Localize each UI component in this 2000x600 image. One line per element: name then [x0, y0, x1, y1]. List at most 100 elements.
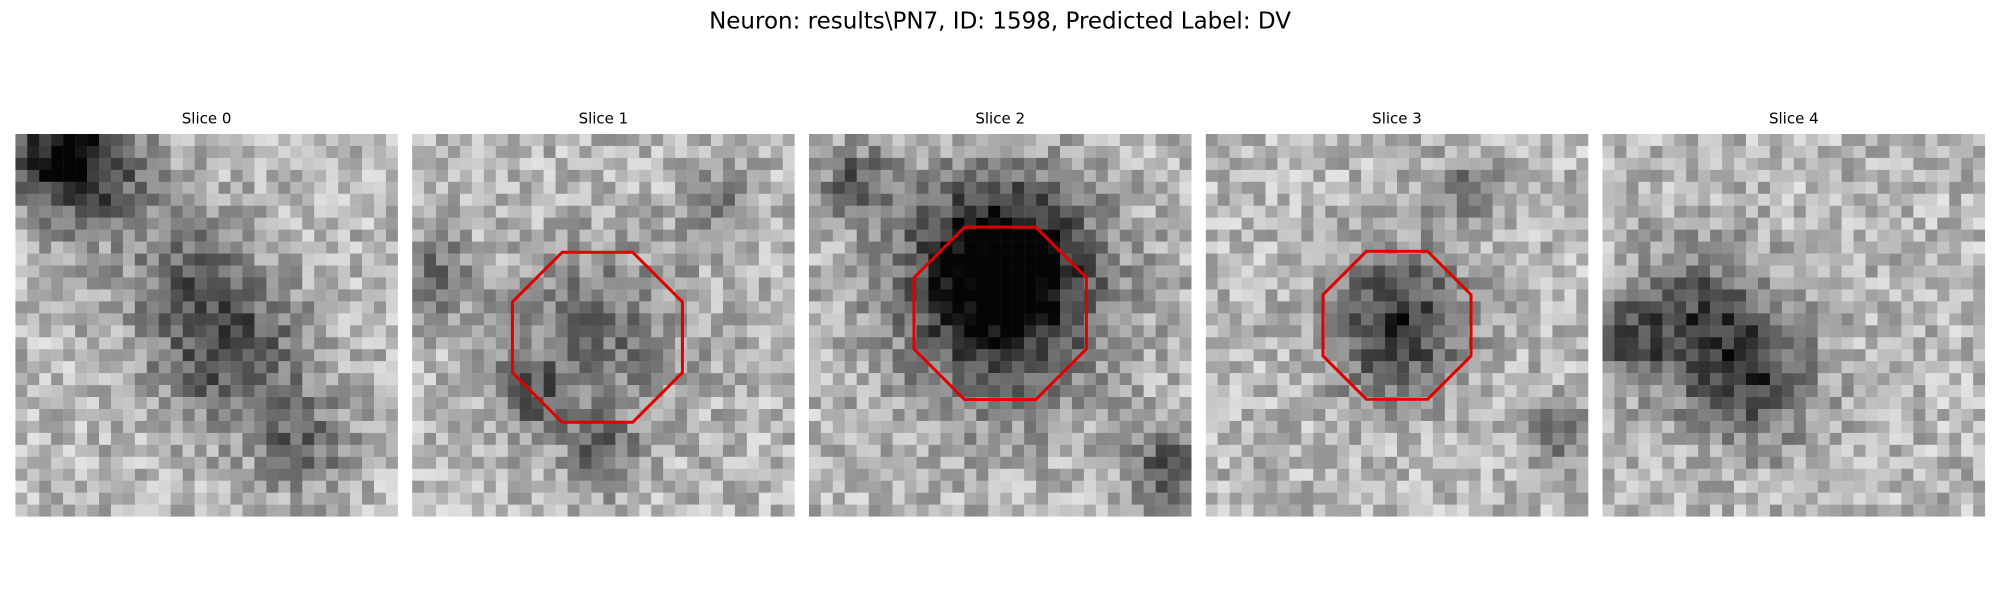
pixel: [734, 420, 748, 434]
pixel: [1805, 241, 1818, 254]
pixel: [603, 349, 616, 362]
pixel: [1745, 408, 1759, 422]
pixel: [1048, 385, 1061, 398]
pixel: [1564, 169, 1577, 183]
pixel: [988, 325, 1001, 338]
pixel: [15, 504, 28, 517]
pixel: [278, 253, 291, 266]
pixel: [1865, 181, 1878, 195]
pixel: [326, 217, 339, 230]
pixel: [1540, 313, 1553, 326]
pixel: [1913, 157, 1926, 171]
pixel: [254, 289, 267, 302]
pixel: [326, 277, 339, 290]
pixel: [687, 408, 700, 422]
pixel: [711, 385, 724, 398]
pixel: [543, 373, 556, 386]
pixel: [1397, 253, 1410, 266]
pixel: [1095, 301, 1109, 314]
pixel: [1829, 193, 1842, 206]
pixel: [1492, 373, 1505, 386]
pixel: [746, 193, 760, 206]
pixel: [1277, 492, 1290, 505]
pixel: [1143, 205, 1156, 218]
pixel: [1686, 456, 1699, 470]
pixel: [952, 145, 965, 159]
pixel: [1349, 480, 1362, 493]
pixel: [1829, 301, 1842, 314]
pixel: [699, 468, 712, 481]
pixel: [663, 408, 676, 422]
pixel: [39, 277, 52, 290]
pixel: [531, 337, 544, 350]
pixel: [1420, 301, 1434, 314]
pixel: [916, 444, 929, 458]
pixel: [687, 301, 700, 314]
pixel: [1071, 385, 1085, 398]
pixel: [87, 193, 100, 206]
pixel: [1456, 277, 1469, 290]
pixel: [1444, 408, 1458, 422]
pixel: [1265, 492, 1278, 505]
pixel: [639, 241, 652, 254]
pixel: [1048, 420, 1061, 434]
pixel: [1638, 397, 1651, 410]
pixel: [326, 480, 339, 493]
pixel: [447, 253, 461, 266]
pixel: [1385, 205, 1398, 218]
pixel: [436, 361, 449, 374]
pixel: [1853, 408, 1866, 422]
pixel: [1937, 277, 1950, 290]
pixel: [1540, 134, 1553, 147]
pixel: [495, 373, 508, 386]
pixel: [1901, 337, 1914, 350]
pixel: [988, 289, 1001, 302]
pixel: [880, 265, 893, 278]
pixel: [1817, 385, 1830, 398]
pixel: [483, 265, 497, 278]
pixel: [663, 134, 676, 147]
pixel: [110, 480, 124, 493]
pixel: [278, 169, 291, 183]
pixel: [170, 337, 183, 350]
pixel: [385, 420, 398, 434]
pixel: [1408, 468, 1422, 481]
pixel: [266, 217, 279, 230]
pixel: [1229, 468, 1242, 481]
pixel: [1937, 193, 1950, 206]
pixel: [722, 349, 736, 362]
pixel: [326, 456, 339, 470]
pixel: [820, 241, 834, 254]
pixel: [1217, 385, 1230, 398]
pixel: [844, 504, 857, 517]
pixel: [1253, 157, 1266, 171]
pixel: [627, 205, 640, 218]
pixel: [1662, 289, 1675, 302]
pixel: [1745, 277, 1759, 290]
pixel: [1710, 253, 1723, 266]
pixel: [87, 492, 100, 505]
pixel: [579, 277, 592, 290]
pixel: [1865, 408, 1878, 422]
pixel: [1841, 444, 1854, 458]
pixel: [1205, 492, 1218, 505]
pixel: [856, 145, 869, 159]
pixel: [687, 181, 700, 195]
pixel: [591, 134, 604, 147]
pixel: [507, 229, 520, 242]
pixel: [266, 492, 279, 505]
pixel: [483, 504, 497, 517]
pixel: [158, 157, 171, 171]
pixel: [1301, 277, 1314, 290]
pixel: [1083, 193, 1097, 206]
pixel: [892, 468, 905, 481]
pixel: [170, 145, 183, 159]
pixel: [1698, 181, 1711, 195]
pixel: [844, 325, 857, 338]
pixel: [338, 373, 351, 386]
pixel: [424, 325, 437, 338]
pixel: [1444, 420, 1458, 434]
pixel: [385, 349, 398, 362]
pixel: [711, 420, 724, 434]
pixel: [1083, 432, 1097, 446]
